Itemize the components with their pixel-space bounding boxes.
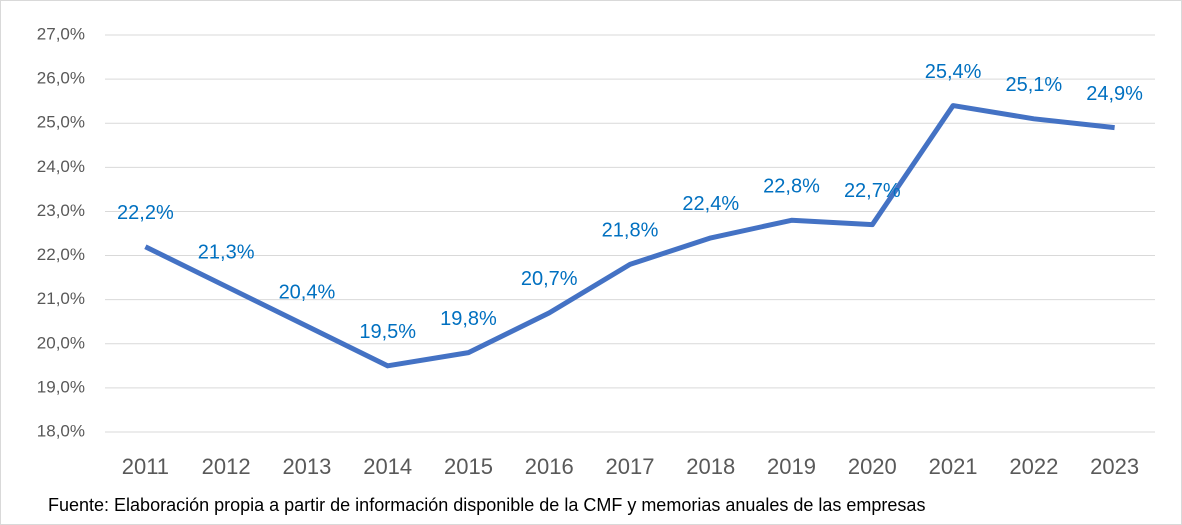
data-label: 24,9% <box>1086 83 1143 105</box>
x-tick-label: 2015 <box>444 454 493 479</box>
data-label: 22,4% <box>682 193 739 215</box>
y-tick-label: 26,0% <box>37 69 85 88</box>
data-label: 21,8% <box>602 220 659 242</box>
data-label: 21,3% <box>198 242 255 264</box>
y-tick-label: 18,0% <box>37 421 85 440</box>
y-tick-label: 22,0% <box>37 245 85 264</box>
y-tick-label: 25,0% <box>37 113 85 132</box>
x-tick-label: 2022 <box>1009 454 1058 479</box>
y-tick-label: 21,0% <box>37 289 85 308</box>
x-tick-label: 2021 <box>929 454 978 479</box>
x-tick-label: 2012 <box>202 454 251 479</box>
y-tick-label: 20,0% <box>37 333 85 352</box>
data-label: 22,2% <box>117 202 174 224</box>
x-tick-label: 2013 <box>282 454 331 479</box>
data-label: 19,5% <box>359 321 416 343</box>
y-tick-label: 27,0% <box>37 24 85 43</box>
x-tick-label: 2023 <box>1090 454 1139 479</box>
y-tick-label: 24,0% <box>37 157 85 176</box>
x-tick-label: 2019 <box>767 454 816 479</box>
data-label: 22,8% <box>763 176 820 198</box>
source-note: Fuente: Elaboración propia a partir de i… <box>48 495 925 515</box>
x-tick-label: 2017 <box>606 454 655 479</box>
data-label: 19,8% <box>440 308 497 330</box>
x-tick-label: 2014 <box>363 454 412 479</box>
data-label: 25,4% <box>925 61 982 83</box>
y-tick-label: 19,0% <box>37 377 85 396</box>
data-label: 20,4% <box>279 281 336 303</box>
x-tick-label: 2011 <box>122 454 169 479</box>
x-tick-label: 2020 <box>848 454 897 479</box>
data-label: 25,1% <box>1005 74 1062 96</box>
data-label: 22,7% <box>844 180 901 202</box>
y-tick-label: 23,0% <box>37 201 85 220</box>
x-tick-label: 2018 <box>686 454 735 479</box>
data-line <box>144 103 1115 369</box>
data-label: 20,7% <box>521 268 578 290</box>
x-tick-label: 2016 <box>525 454 574 479</box>
